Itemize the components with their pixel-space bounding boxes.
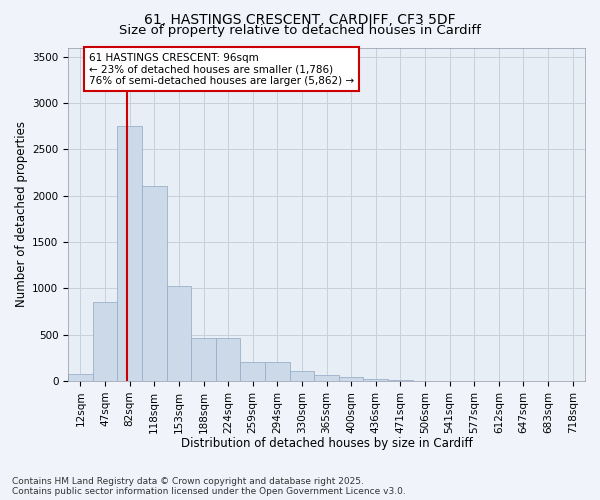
Bar [68, 374, 93, 381]
Bar [388, 380, 413, 381]
Bar [339, 378, 364, 381]
Bar [241, 362, 265, 381]
Bar [142, 186, 167, 381]
Bar [314, 375, 339, 381]
Text: Contains HM Land Registry data © Crown copyright and database right 2025.
Contai: Contains HM Land Registry data © Crown c… [12, 476, 406, 496]
X-axis label: Distribution of detached houses by size in Cardiff: Distribution of detached houses by size … [181, 437, 472, 450]
Text: 61, HASTINGS CRESCENT, CARDIFF, CF3 5DF: 61, HASTINGS CRESCENT, CARDIFF, CF3 5DF [144, 12, 456, 26]
Text: Size of property relative to detached houses in Cardiff: Size of property relative to detached ho… [119, 24, 481, 37]
Bar [216, 338, 241, 381]
Y-axis label: Number of detached properties: Number of detached properties [15, 121, 28, 307]
Bar [364, 379, 388, 381]
Bar [191, 338, 216, 381]
Bar [118, 126, 142, 381]
Text: 61 HASTINGS CRESCENT: 96sqm
← 23% of detached houses are smaller (1,786)
76% of : 61 HASTINGS CRESCENT: 96sqm ← 23% of det… [89, 52, 354, 86]
Bar [290, 372, 314, 381]
Bar [265, 362, 290, 381]
Bar [93, 302, 118, 381]
Bar [167, 286, 191, 381]
